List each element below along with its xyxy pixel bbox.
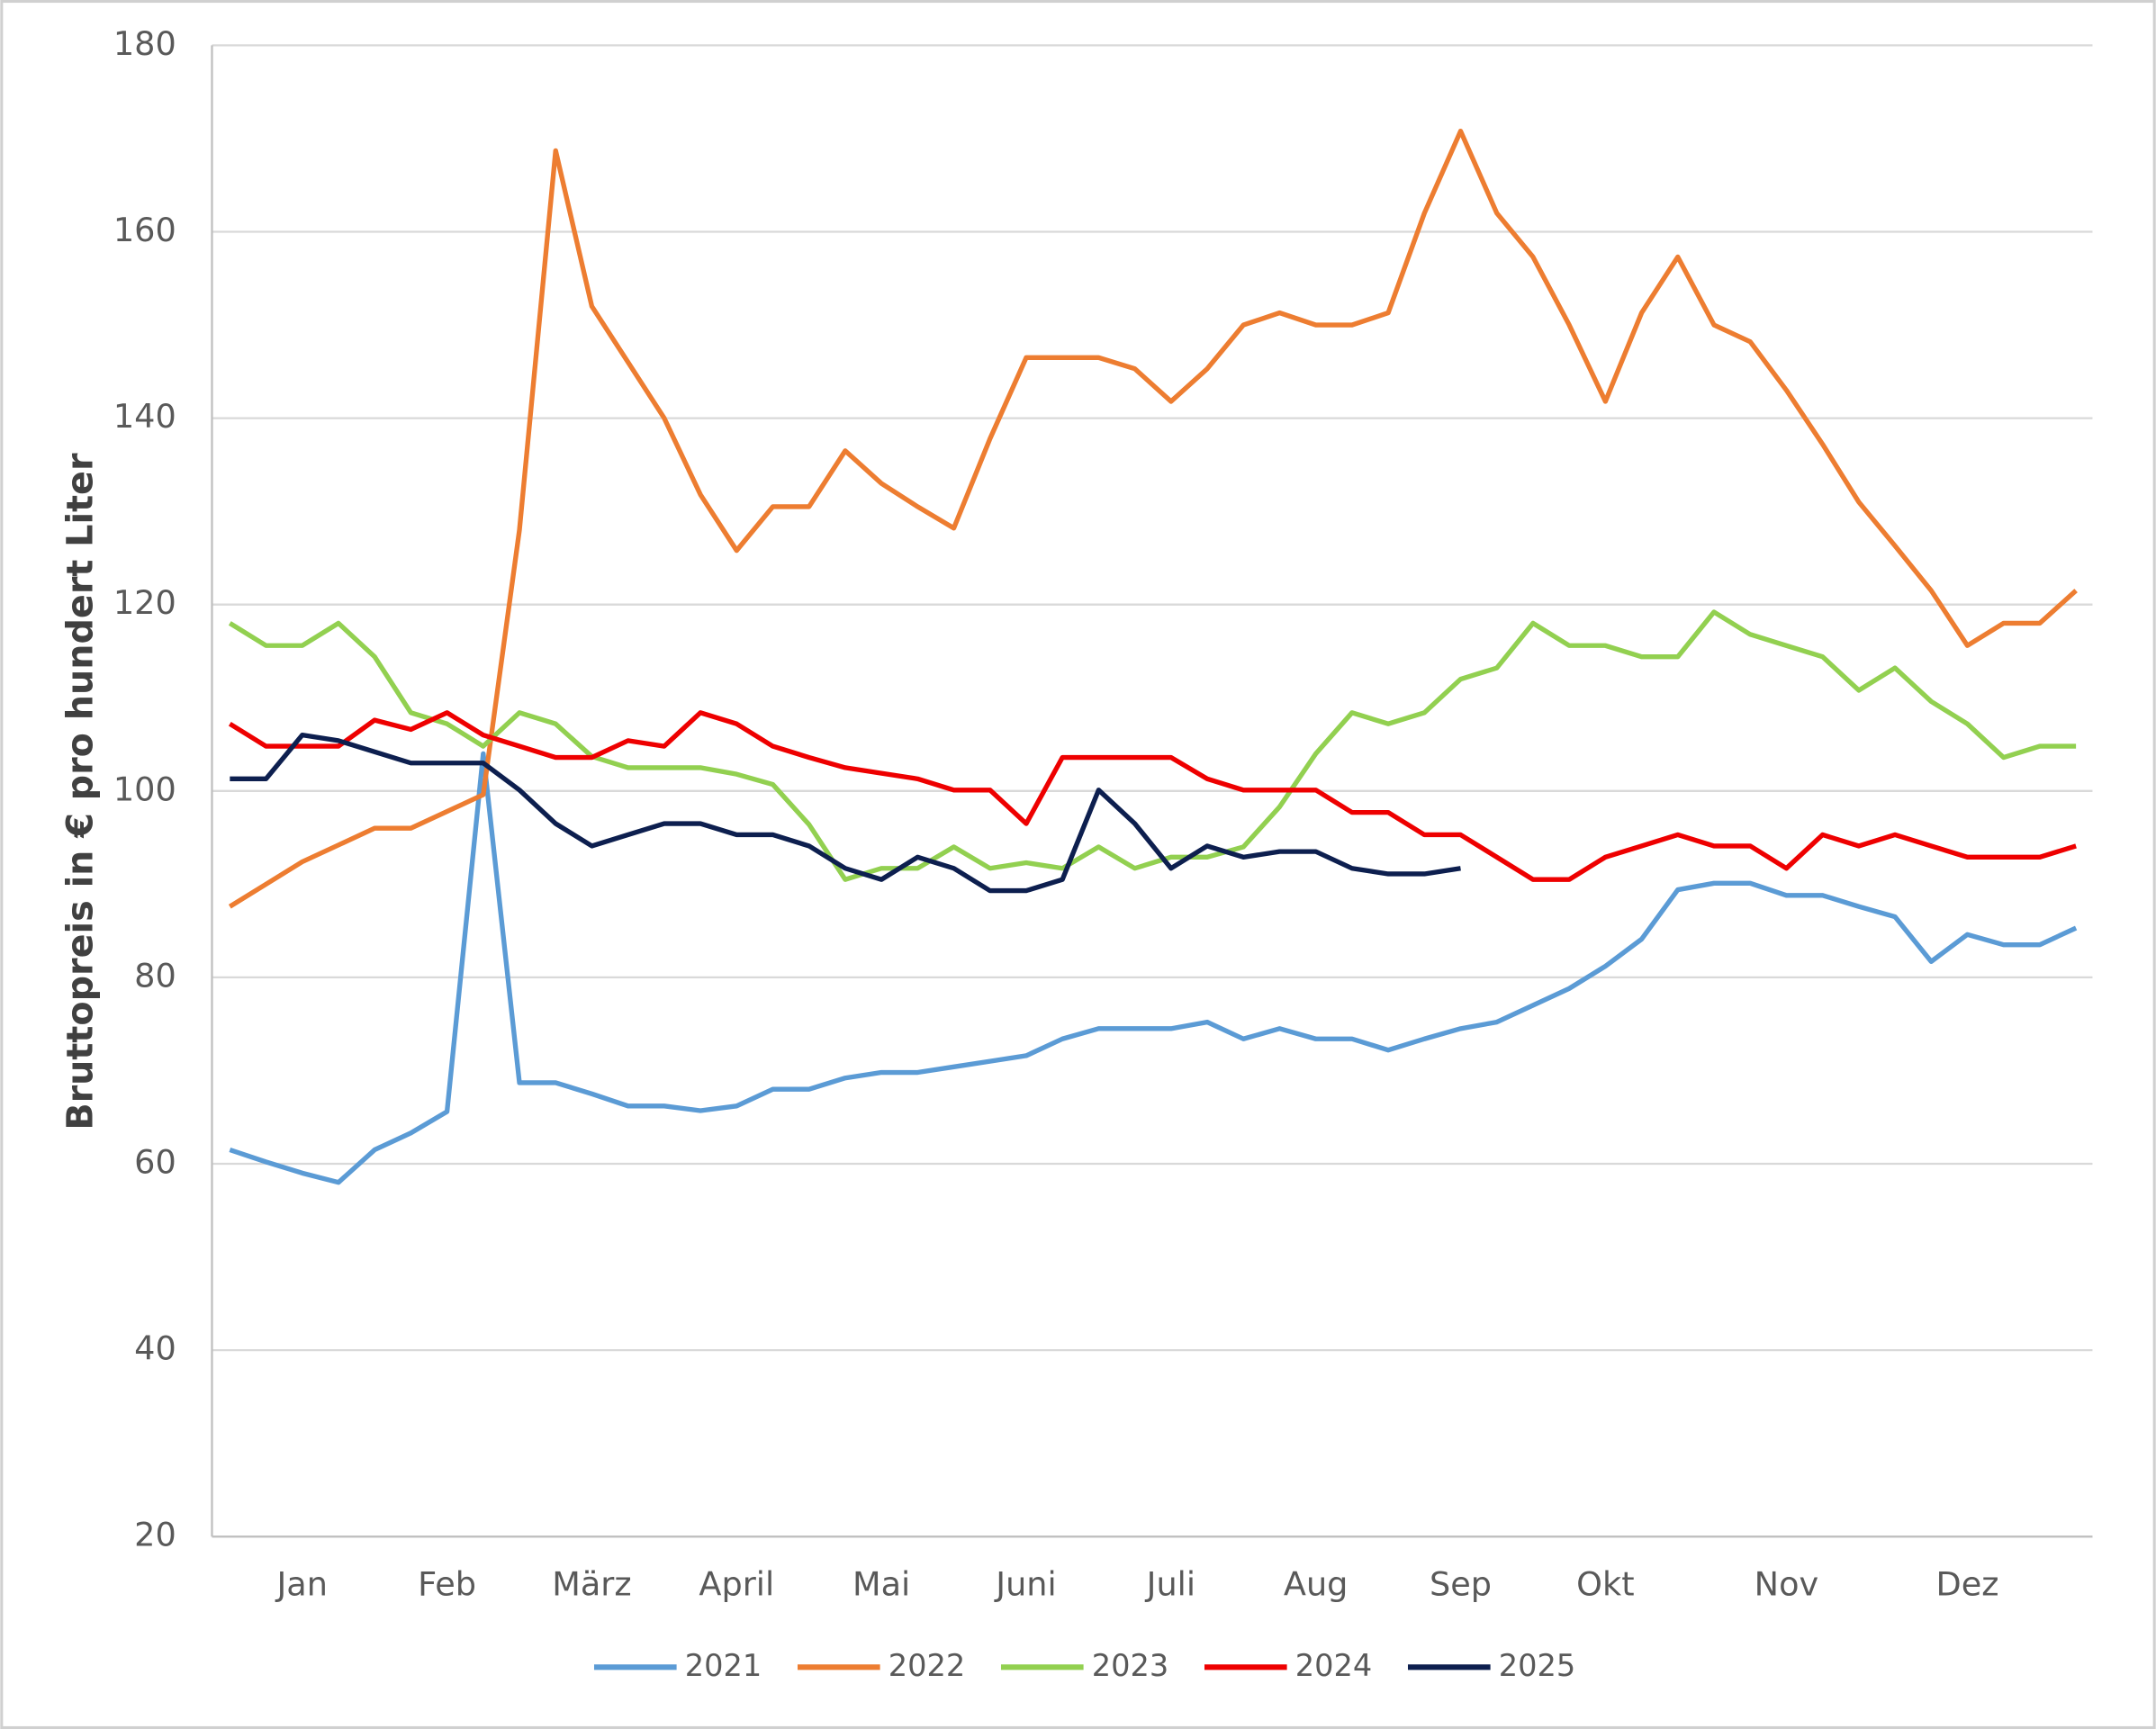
y-axis-title: Bruttopreis in € pro hundert Liter <box>59 453 101 1130</box>
y-tick-label: 160 <box>113 211 176 249</box>
legend-label: 2022 <box>889 1648 965 1683</box>
series-line <box>228 710 2077 882</box>
series-line <box>228 128 2078 909</box>
x-tick-label: Jan <box>275 1565 328 1604</box>
series-line <box>230 732 1461 894</box>
series-line <box>229 751 2078 1185</box>
y-tick-label: 20 <box>134 1516 176 1554</box>
y-tick-label: 80 <box>134 956 176 995</box>
y-tick-label: 100 <box>113 770 176 808</box>
x-tick-label: Juni <box>994 1565 1056 1604</box>
legend-label: 2021 <box>685 1648 762 1683</box>
x-tick-label: Dez <box>1936 1565 1999 1604</box>
legend-label: 2025 <box>1499 1648 1575 1683</box>
series-line <box>228 609 2077 882</box>
x-tick-label: Juli <box>1145 1565 1195 1604</box>
y-tick-label: 120 <box>113 583 176 622</box>
legend-label: 2023 <box>1092 1648 1168 1683</box>
x-tick-label: Feb <box>418 1565 476 1604</box>
x-tick-label: Sep <box>1430 1565 1492 1604</box>
x-tick-label: März <box>552 1565 631 1604</box>
y-tick-label: 40 <box>134 1329 176 1368</box>
y-tick-label: 140 <box>113 397 176 436</box>
x-tick-label: Mai <box>852 1565 910 1604</box>
legend-label: 2024 <box>1295 1648 1372 1683</box>
x-tick-label: Okt <box>1576 1565 1634 1604</box>
x-tick-label: April <box>699 1565 774 1604</box>
y-tick-label: 180 <box>113 24 176 63</box>
x-tick-label: Aug <box>1284 1565 1349 1604</box>
y-tick-label: 60 <box>134 1143 176 1182</box>
x-tick-label: Nov <box>1755 1565 1818 1604</box>
